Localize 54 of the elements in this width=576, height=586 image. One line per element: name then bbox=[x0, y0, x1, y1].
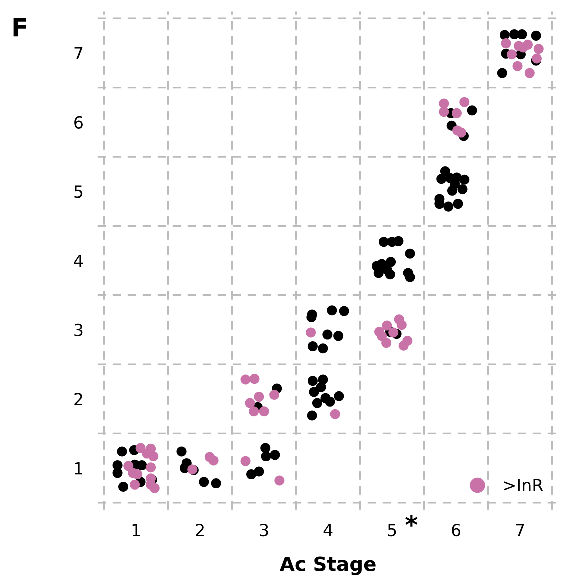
point bbox=[460, 97, 470, 108]
point bbox=[132, 470, 143, 480]
point bbox=[501, 38, 512, 49]
y-tick-label: 2 bbox=[74, 393, 82, 406]
point bbox=[330, 409, 340, 420]
point bbox=[130, 480, 140, 490]
point bbox=[259, 406, 270, 417]
x-tick-label: 3 bbox=[260, 524, 268, 537]
point bbox=[240, 456, 251, 466]
text: * bbox=[406, 515, 418, 527]
point bbox=[382, 320, 392, 331]
point bbox=[398, 340, 409, 351]
point bbox=[452, 108, 462, 118]
point bbox=[270, 390, 280, 400]
x-tick-label: 2 bbox=[196, 524, 204, 536]
x-tick-label: 1 bbox=[132, 524, 140, 536]
point bbox=[136, 443, 146, 454]
x-tick-label: 5 bbox=[388, 524, 396, 537]
x-tick-label: 4 bbox=[324, 524, 333, 536]
point bbox=[240, 374, 251, 385]
point bbox=[208, 456, 219, 466]
point bbox=[512, 61, 523, 72]
x-tick-label: 7 bbox=[516, 524, 524, 536]
point bbox=[124, 461, 134, 472]
point bbox=[274, 476, 285, 486]
point bbox=[439, 98, 450, 109]
text: F bbox=[14, 18, 26, 37]
point bbox=[534, 44, 544, 54]
point bbox=[254, 392, 264, 402]
point bbox=[388, 328, 399, 338]
y-tick-label: 5 bbox=[74, 186, 83, 198]
legend-label: >InR bbox=[504, 479, 544, 492]
point bbox=[382, 338, 392, 348]
point bbox=[456, 128, 466, 138]
point bbox=[245, 398, 256, 408]
point bbox=[506, 50, 518, 60]
y-tick-label: 4 bbox=[74, 254, 84, 268]
point bbox=[377, 331, 388, 342]
y-tick-label: 3 bbox=[74, 324, 83, 337]
y-tick-label: 6 bbox=[74, 116, 83, 129]
point bbox=[396, 320, 407, 330]
x-axis-title: Ac Stage bbox=[280, 556, 376, 576]
point bbox=[249, 406, 260, 417]
point bbox=[250, 374, 260, 384]
point bbox=[439, 107, 450, 118]
point bbox=[524, 68, 535, 78]
point bbox=[148, 452, 159, 462]
point bbox=[306, 328, 316, 338]
y-tick-label: 7 bbox=[74, 47, 83, 60]
x-tick-label: 6 bbox=[452, 524, 461, 537]
point bbox=[146, 462, 156, 473]
point bbox=[518, 42, 529, 53]
y-tick-label: 1 bbox=[75, 462, 82, 475]
point bbox=[150, 483, 160, 494]
